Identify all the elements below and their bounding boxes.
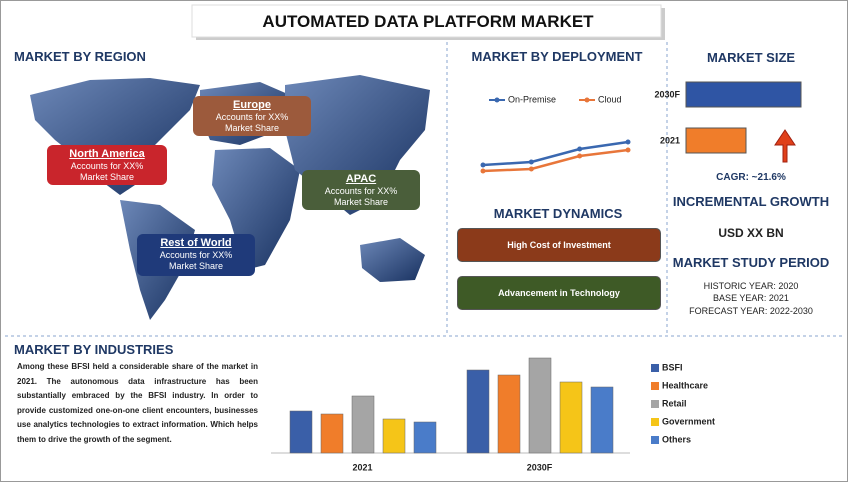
bar <box>559 381 583 454</box>
region-text: Market Share <box>224 123 280 133</box>
legend-label: Cloud <box>598 94 622 104</box>
x-tick-label: 2021 <box>352 462 372 472</box>
point <box>577 146 583 152</box>
point <box>625 147 631 153</box>
cagr: CAGR: ~21.6% <box>716 172 786 183</box>
point <box>480 162 486 168</box>
region-box: Europe Accounts for XX% Market Share <box>193 96 311 136</box>
y-tick-label: 2021 <box>660 135 680 145</box>
region-name: Europe <box>233 99 271 111</box>
region-text: Market Share <box>333 197 389 207</box>
region-name: APAC <box>345 173 377 185</box>
region-text: Accounts for XX% <box>159 250 233 260</box>
legend-dot <box>584 97 590 103</box>
legend-label: BSFI <box>662 362 683 372</box>
bar <box>320 413 344 454</box>
bar <box>528 357 552 454</box>
point <box>625 139 631 145</box>
dynamics-item: Advancement in Technology <box>457 276 661 310</box>
legend-swatch <box>651 418 659 426</box>
legend-label: Government <box>662 416 715 426</box>
region-box: North America Accounts for XX% Market Shar… <box>47 145 167 185</box>
bar <box>351 395 375 454</box>
series-line <box>482 148 629 173</box>
bar <box>685 81 802 108</box>
region-text: Accounts for XX% <box>215 112 289 122</box>
region-text: Market Share <box>79 172 135 182</box>
point <box>528 159 534 165</box>
legend-label: Retail <box>662 398 687 408</box>
dynamics-item: High Cost of Investment <box>457 228 661 262</box>
region-box: Rest of World Accounts for XX% Market Shar… <box>137 234 255 276</box>
growth-value: USD XX BN <box>718 226 784 240</box>
up-arrow <box>774 129 796 163</box>
heading: MARKET BY INDUSTRIES <box>14 342 174 357</box>
heading: MARKET DYNAMICS <box>493 206 623 221</box>
region-box: APAC Accounts for XX% Market Share <box>302 170 420 210</box>
bar <box>685 127 747 154</box>
point <box>480 168 486 174</box>
period-line: FORECAST YEAR: 2022-2030 <box>689 306 813 316</box>
title-box <box>191 4 662 38</box>
legend-swatch <box>651 400 659 408</box>
region-name: North America <box>69 148 145 160</box>
bar <box>497 374 521 454</box>
point <box>577 153 583 159</box>
x-tick-label: 2030F <box>527 462 553 472</box>
legend-swatch <box>651 436 659 444</box>
point <box>528 166 534 172</box>
legend-label: Healthcare <box>662 380 708 390</box>
bar <box>382 418 406 454</box>
series-line <box>482 140 629 167</box>
heading: MARKET SIZE <box>706 50 796 65</box>
heading: MARKET STUDY PERIOD <box>672 255 830 270</box>
bar <box>466 369 490 454</box>
region-text: Accounts for XX% <box>70 161 144 171</box>
dividers <box>5 42 843 337</box>
heading: MARKET BY DEPLOYMENT <box>471 49 643 64</box>
heading: MARKET BY REGION <box>14 49 146 64</box>
legend-swatch <box>651 364 659 372</box>
legend-label: Others <box>662 434 691 444</box>
bar <box>590 386 614 454</box>
legend-swatch <box>651 382 659 390</box>
industries-text: Among these BFSI held a considerable sha… <box>17 362 258 444</box>
y-tick-label: 2030F <box>654 89 680 99</box>
region-text: Market Share <box>168 261 224 271</box>
period-line: BASE YEAR: 2021 <box>713 293 789 303</box>
legend-dot <box>494 97 500 103</box>
bar <box>289 410 313 454</box>
region-text: Accounts for XX% <box>324 186 398 196</box>
legend-label: On-Premise <box>508 94 556 104</box>
bar <box>413 421 437 454</box>
title: AUTOMATED DATA PLATFORM MARKET <box>262 12 594 31</box>
region-name: Rest of World <box>160 237 232 249</box>
heading: INCREMENTAL GROWTH <box>672 194 830 209</box>
period-line: HISTORIC YEAR: 2020 <box>703 281 799 291</box>
